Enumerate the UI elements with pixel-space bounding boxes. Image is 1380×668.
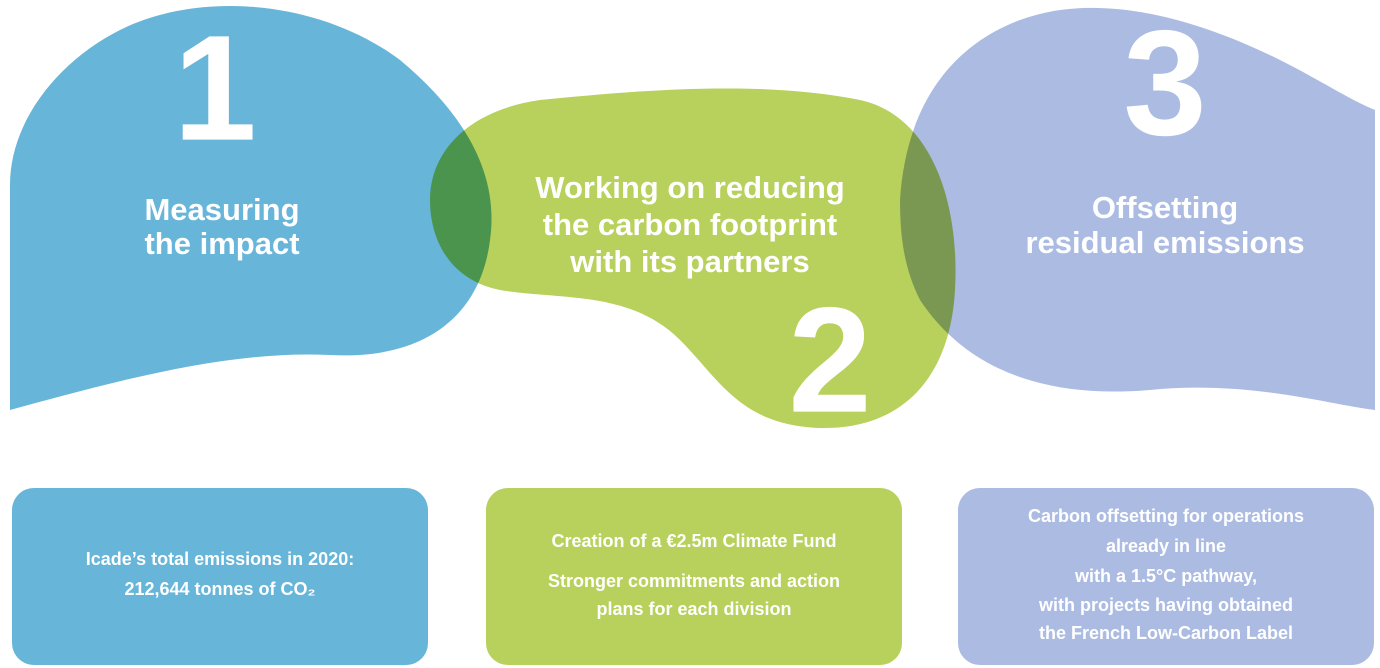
step-title: the carbon footprint bbox=[543, 207, 837, 242]
box-text: Stronger commitments and action bbox=[548, 571, 840, 591]
step-number: 1 bbox=[173, 4, 256, 172]
box-text: already in line bbox=[1106, 536, 1226, 556]
step-title: Offsetting bbox=[1092, 190, 1238, 225]
box-text: Creation of a €2.5m Climate Fund bbox=[551, 531, 836, 551]
box-text: with projects having obtained bbox=[1038, 595, 1293, 615]
blob-3 bbox=[900, 7, 1375, 410]
box-text: Carbon offsetting for operations bbox=[1028, 506, 1304, 526]
blob-2 bbox=[430, 88, 956, 429]
box-2 bbox=[486, 488, 902, 665]
box-text: the French Low-Carbon Label bbox=[1039, 623, 1293, 643]
box-1 bbox=[12, 488, 428, 665]
blob-1 bbox=[10, 6, 492, 410]
step-title: with its partners bbox=[569, 244, 809, 279]
blobs bbox=[10, 6, 1375, 429]
box-3 bbox=[958, 488, 1374, 665]
step-title: the impact bbox=[144, 226, 299, 261]
box-text: with a 1.5°C pathway, bbox=[1074, 566, 1257, 586]
box-text: Icade’s total emissions in 2020: bbox=[86, 549, 354, 569]
step-number: 2 bbox=[788, 276, 871, 444]
step-number: 3 bbox=[1123, 0, 1206, 167]
step-title: residual emissions bbox=[1025, 225, 1304, 260]
step-title: Working on reducing bbox=[535, 170, 844, 205]
box-text: plans for each division bbox=[596, 599, 791, 619]
box-text: 212,644 tonnes of CO₂ bbox=[124, 579, 315, 599]
step-title: Measuring bbox=[144, 192, 299, 227]
